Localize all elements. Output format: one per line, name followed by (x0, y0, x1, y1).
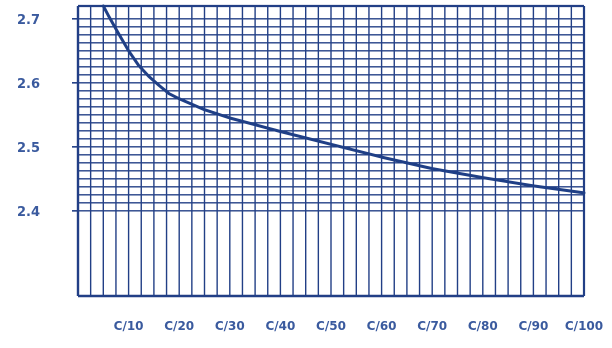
x-tick-labels: C/10 C/20 C/30 C/40 C/50 C/60 C/70 C/80 C/90 C/10… (114, 319, 603, 333)
x-tick-label: C/90 (518, 319, 548, 333)
x-tick-label: C/80 (468, 319, 498, 333)
y-tick-labels: 2.7 2.6 2.5 2.4 (17, 13, 40, 220)
x-tick-label: C/50 (316, 319, 346, 333)
axes (72, 4, 586, 298)
x-tick-label: C/70 (417, 319, 447, 333)
x-tick-label: C/30 (215, 319, 245, 333)
x-tick-label: C/100 (565, 319, 603, 333)
x-tick-label: C/10 (114, 319, 144, 333)
series (101, 4, 586, 195)
x-tick-label: C/60 (367, 319, 397, 333)
grid (77, 6, 585, 296)
y-tick-label: 2.5 (17, 141, 40, 156)
y-tick-label: 2.4 (17, 205, 40, 220)
x-tick-label: C/20 (164, 319, 194, 333)
x-tick-label: C/40 (265, 319, 295, 333)
y-tick-label: 2.6 (17, 77, 40, 92)
y-tick-label: 2.7 (17, 13, 40, 28)
series-line (101, 4, 586, 195)
